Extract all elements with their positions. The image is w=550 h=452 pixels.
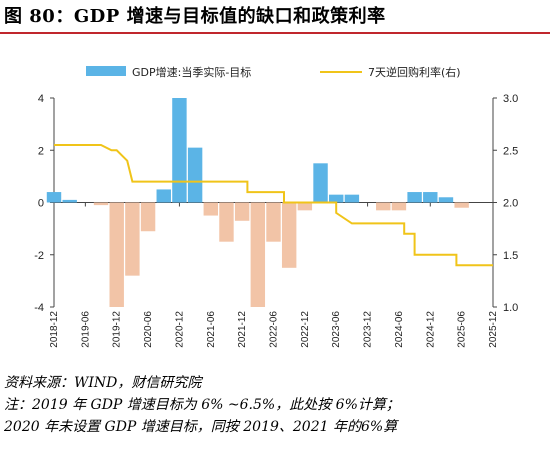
gdp-gap-bar — [454, 202, 469, 208]
right-tick-label: 1.0 — [503, 302, 518, 314]
gdp-gap-bar — [297, 202, 313, 211]
legend-gdp-gap: GDP增速:当季实际-目标 — [132, 65, 251, 79]
right-tick-label: 1.5 — [503, 250, 518, 262]
x-tick-label: 2021-06 — [206, 311, 217, 348]
gdp-gap-bar — [250, 202, 266, 307]
x-tick-label: 2022-06 — [269, 311, 280, 348]
footnote-2: 2020 年未设置 GDP 增速目标，同按 2019、2021 年的6%算 — [4, 419, 398, 435]
gdp-gap-bar — [46, 192, 62, 203]
x-tick-label: 2024-06 — [394, 311, 405, 348]
x-tick-label: 2025-06 — [457, 311, 468, 348]
x-tick-label: 2023-06 — [331, 311, 342, 348]
x-tick-label: 2025-12 — [488, 311, 499, 348]
x-tick-label: 2018-12 — [49, 311, 60, 348]
left-tick-label: 4 — [38, 93, 44, 105]
footnote-1: 注：2019 年 GDP 增速目标为 6% ~6.5%，此处按 6%计算； — [4, 397, 400, 413]
gdp-gap-bar — [313, 163, 328, 203]
left-tick-label: -2 — [34, 250, 44, 262]
x-tick-label: 2022-12 — [300, 311, 311, 348]
source-note: 资料来源：WIND，财信研究院 — [4, 375, 202, 391]
gdp-gap-bar — [187, 147, 203, 203]
gdp-gap-bar — [329, 194, 344, 203]
gdp-gap-bar — [234, 202, 250, 221]
gdp-gap-bar — [62, 199, 77, 203]
left-tick-label: -4 — [34, 302, 44, 314]
x-tick-label: 2020-06 — [143, 311, 154, 348]
gdp-gap-bar — [344, 194, 360, 203]
x-tick-label: 2024-12 — [425, 311, 436, 348]
legend-repo-rate: 7天逆回购利率(右) — [368, 65, 461, 79]
gdp-gap-bar — [109, 202, 124, 307]
gdp-gap-bar — [391, 202, 407, 211]
gdp-gap-bar — [140, 202, 156, 232]
legend-bar-swatch — [86, 66, 126, 76]
repo-rate-line — [54, 144, 493, 267]
right-tick-label: 3.0 — [503, 93, 518, 105]
right-tick-label: 2.5 — [503, 145, 518, 157]
gdp-gap-bar — [203, 202, 218, 216]
gdp-gap-bar — [438, 197, 454, 203]
chart: -4 -2 0 2 4 1.0 1.5 2.0 2.5 3.0 2018-12 2019-06 2019… — [34, 65, 518, 348]
gdp-gap-bar — [219, 202, 234, 242]
x-tick-label: 2020-12 — [174, 311, 185, 348]
title-rule — [0, 32, 550, 34]
left-tick-label: 0 — [38, 198, 44, 210]
x-tick-label: 2019-06 — [80, 311, 91, 348]
gdp-gap-bar — [156, 189, 171, 203]
gdp-gap-bar — [423, 192, 438, 203]
notes: 资料来源：WIND，财信研究院 注：2019 年 GDP 增速目标为 6% ~6… — [4, 372, 400, 438]
gdp-gap-bar — [281, 202, 297, 268]
x-tick-label: 2023-12 — [363, 311, 374, 348]
gdp-gap-bar — [125, 202, 140, 276]
left-tick-label: 2 — [38, 145, 44, 157]
chart-title: 图 80：GDP 增速与目标值的缺口和政策利率 — [4, 6, 386, 27]
gdp-gap-bar — [266, 202, 281, 242]
gdp-gap-bar — [407, 192, 422, 203]
gdp-gap-bar — [376, 202, 391, 211]
x-tick-label: 2021-12 — [237, 311, 248, 348]
gdp-gap-bar — [93, 202, 109, 206]
gdp-gap-bar — [172, 98, 187, 203]
x-tick-label: 2019-12 — [112, 311, 123, 348]
right-tick-label: 2.0 — [503, 198, 518, 210]
